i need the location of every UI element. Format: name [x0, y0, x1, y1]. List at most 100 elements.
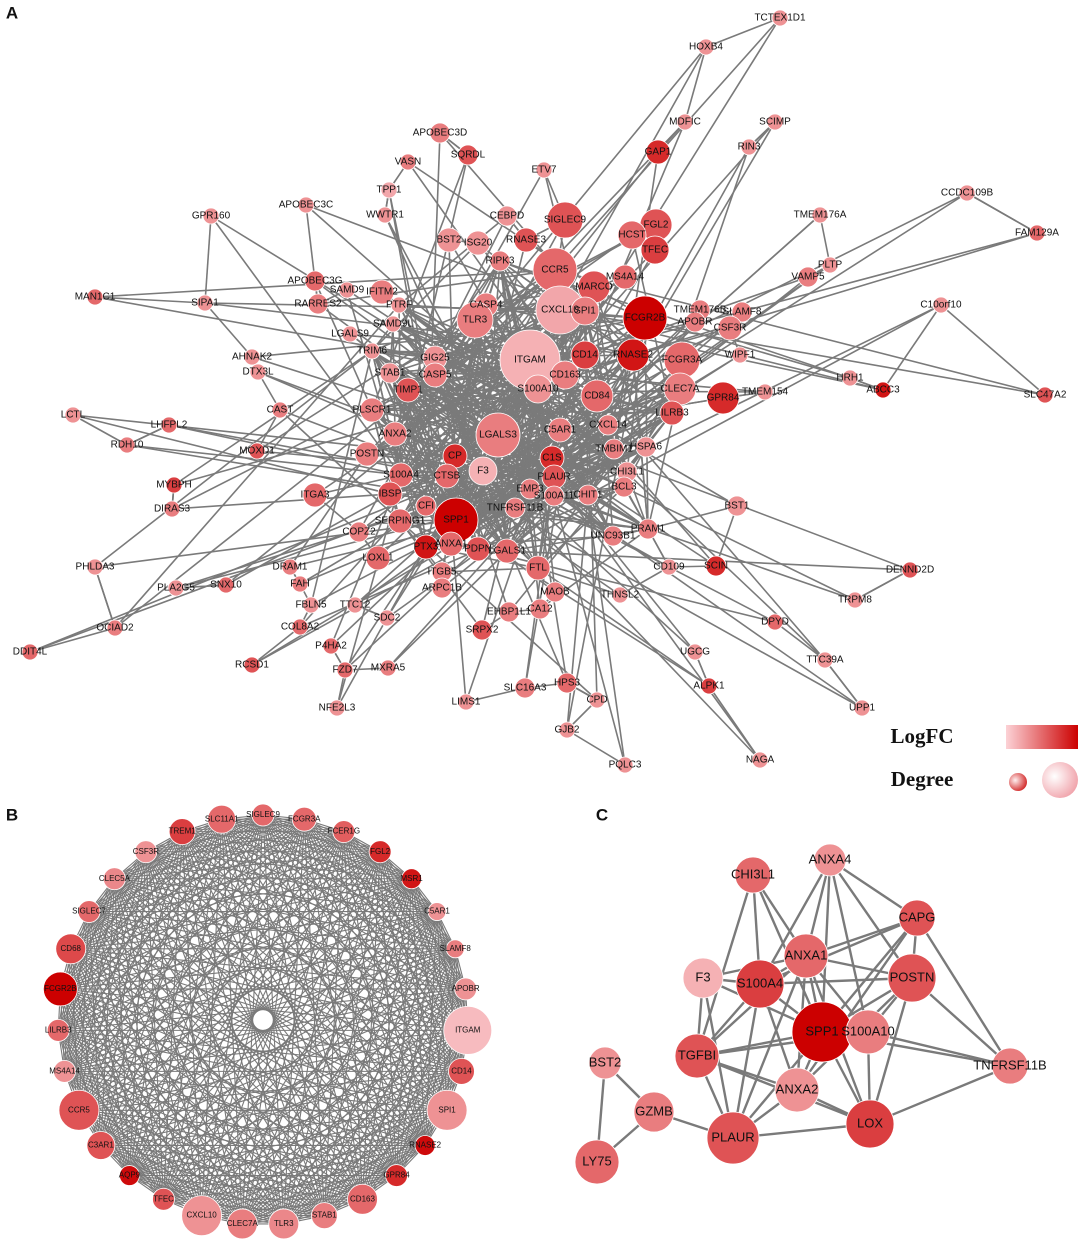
node-label: WIPF1 [725, 350, 756, 361]
node [438, 531, 464, 557]
node [251, 803, 275, 827]
node-label: C1S [542, 453, 562, 464]
edge [221, 818, 398, 1176]
edge [88, 911, 165, 1200]
edge [78, 1109, 325, 1217]
node-label: FAH [290, 579, 309, 590]
node [202, 207, 220, 225]
edge [59, 988, 243, 1225]
edge [145, 851, 469, 1031]
node-label: HOXB4 [689, 42, 723, 53]
edge [283, 911, 438, 1225]
node-label: SLC47A2 [1024, 390, 1067, 401]
edge [441, 448, 615, 589]
node-label: LOXL1 [362, 553, 394, 564]
edge [201, 988, 466, 1217]
node-label: C5AR1 [544, 425, 577, 436]
node-label: ANXA2 [776, 1081, 819, 1096]
node-label: TNFRSF11B [973, 1057, 1046, 1072]
node [845, 1099, 895, 1149]
node-label: FCGR3A [662, 355, 703, 366]
node-label: LCTL [61, 410, 86, 421]
edge [303, 818, 469, 1031]
legend-title: Degree [891, 767, 954, 791]
edge [708, 685, 761, 761]
node-label: CXCL10 [187, 1211, 218, 1220]
edge [371, 242, 479, 352]
edge [221, 818, 381, 853]
node [445, 939, 465, 959]
node-label: ISG20 [464, 238, 493, 249]
node-label: STAB1 [375, 368, 406, 379]
edge [854, 569, 911, 601]
labels: TCTEX1D1 HOXB4 MDFIC SCIMP RIN3 GAP1 APOBEC3D S… [13, 13, 1067, 1228]
node-label: TGFBI [678, 1047, 716, 1062]
node [489, 250, 511, 272]
node [304, 270, 326, 292]
node-label: SPP1 [805, 1023, 838, 1038]
node-label: ARPC1B [422, 583, 462, 594]
edge [593, 286, 614, 537]
node-label: RIN3 [738, 142, 761, 153]
node-label: PLAUR [537, 472, 570, 483]
node-label: VAMP5 [791, 272, 825, 283]
edge [58, 878, 412, 1031]
node-label: TMEM176A [794, 210, 847, 221]
node-label: P4HA2 [315, 641, 347, 652]
edge [343, 831, 462, 1072]
node [384, 315, 402, 333]
edge [59, 831, 183, 990]
edge [88, 911, 285, 1225]
node-label: CCR5 [68, 1105, 90, 1114]
edge [389, 372, 649, 530]
node [635, 436, 657, 458]
edge [114, 878, 456, 950]
node-label: BCL3 [611, 482, 636, 493]
edges [29, 17, 1046, 1225]
edge [554, 17, 781, 271]
node-label: APOBR [677, 317, 712, 328]
node-label: LIMS1 [452, 697, 481, 708]
edge [411, 878, 426, 1146]
node-label: SIPA1 [191, 298, 219, 309]
node [64, 406, 82, 424]
edge [361, 851, 381, 1200]
node [674, 1033, 720, 1079]
edge [283, 988, 467, 1225]
node-label: POSTN [890, 969, 935, 984]
edge [256, 304, 487, 452]
node [697, 38, 715, 56]
edge [221, 818, 344, 833]
edge [64, 851, 381, 1072]
node [42, 971, 78, 1007]
node [58, 1089, 100, 1131]
edge [181, 831, 426, 1146]
edge [262, 814, 466, 990]
edge [323, 831, 345, 1216]
edge [389, 372, 696, 653]
node [119, 1165, 140, 1186]
edge [289, 453, 368, 568]
node [570, 340, 600, 370]
node-label: ANXA1 [785, 947, 828, 962]
node [348, 521, 370, 543]
node [684, 311, 706, 333]
node [603, 438, 625, 460]
edge [64, 851, 147, 1072]
edge [64, 1070, 448, 1111]
node-label: SPI1 [438, 1105, 456, 1114]
node [377, 481, 403, 507]
node [380, 181, 398, 199]
node-label: AHNAK2 [232, 352, 272, 363]
node [700, 677, 718, 695]
node [457, 144, 479, 166]
node [281, 558, 299, 576]
node [821, 256, 839, 274]
node [471, 619, 493, 641]
edge [774, 621, 826, 661]
edge [819, 214, 831, 266]
node-label: F3 [695, 969, 710, 984]
node-label: PDPN [464, 544, 492, 555]
node-label: ABCC3 [866, 385, 900, 396]
node [751, 751, 769, 769]
